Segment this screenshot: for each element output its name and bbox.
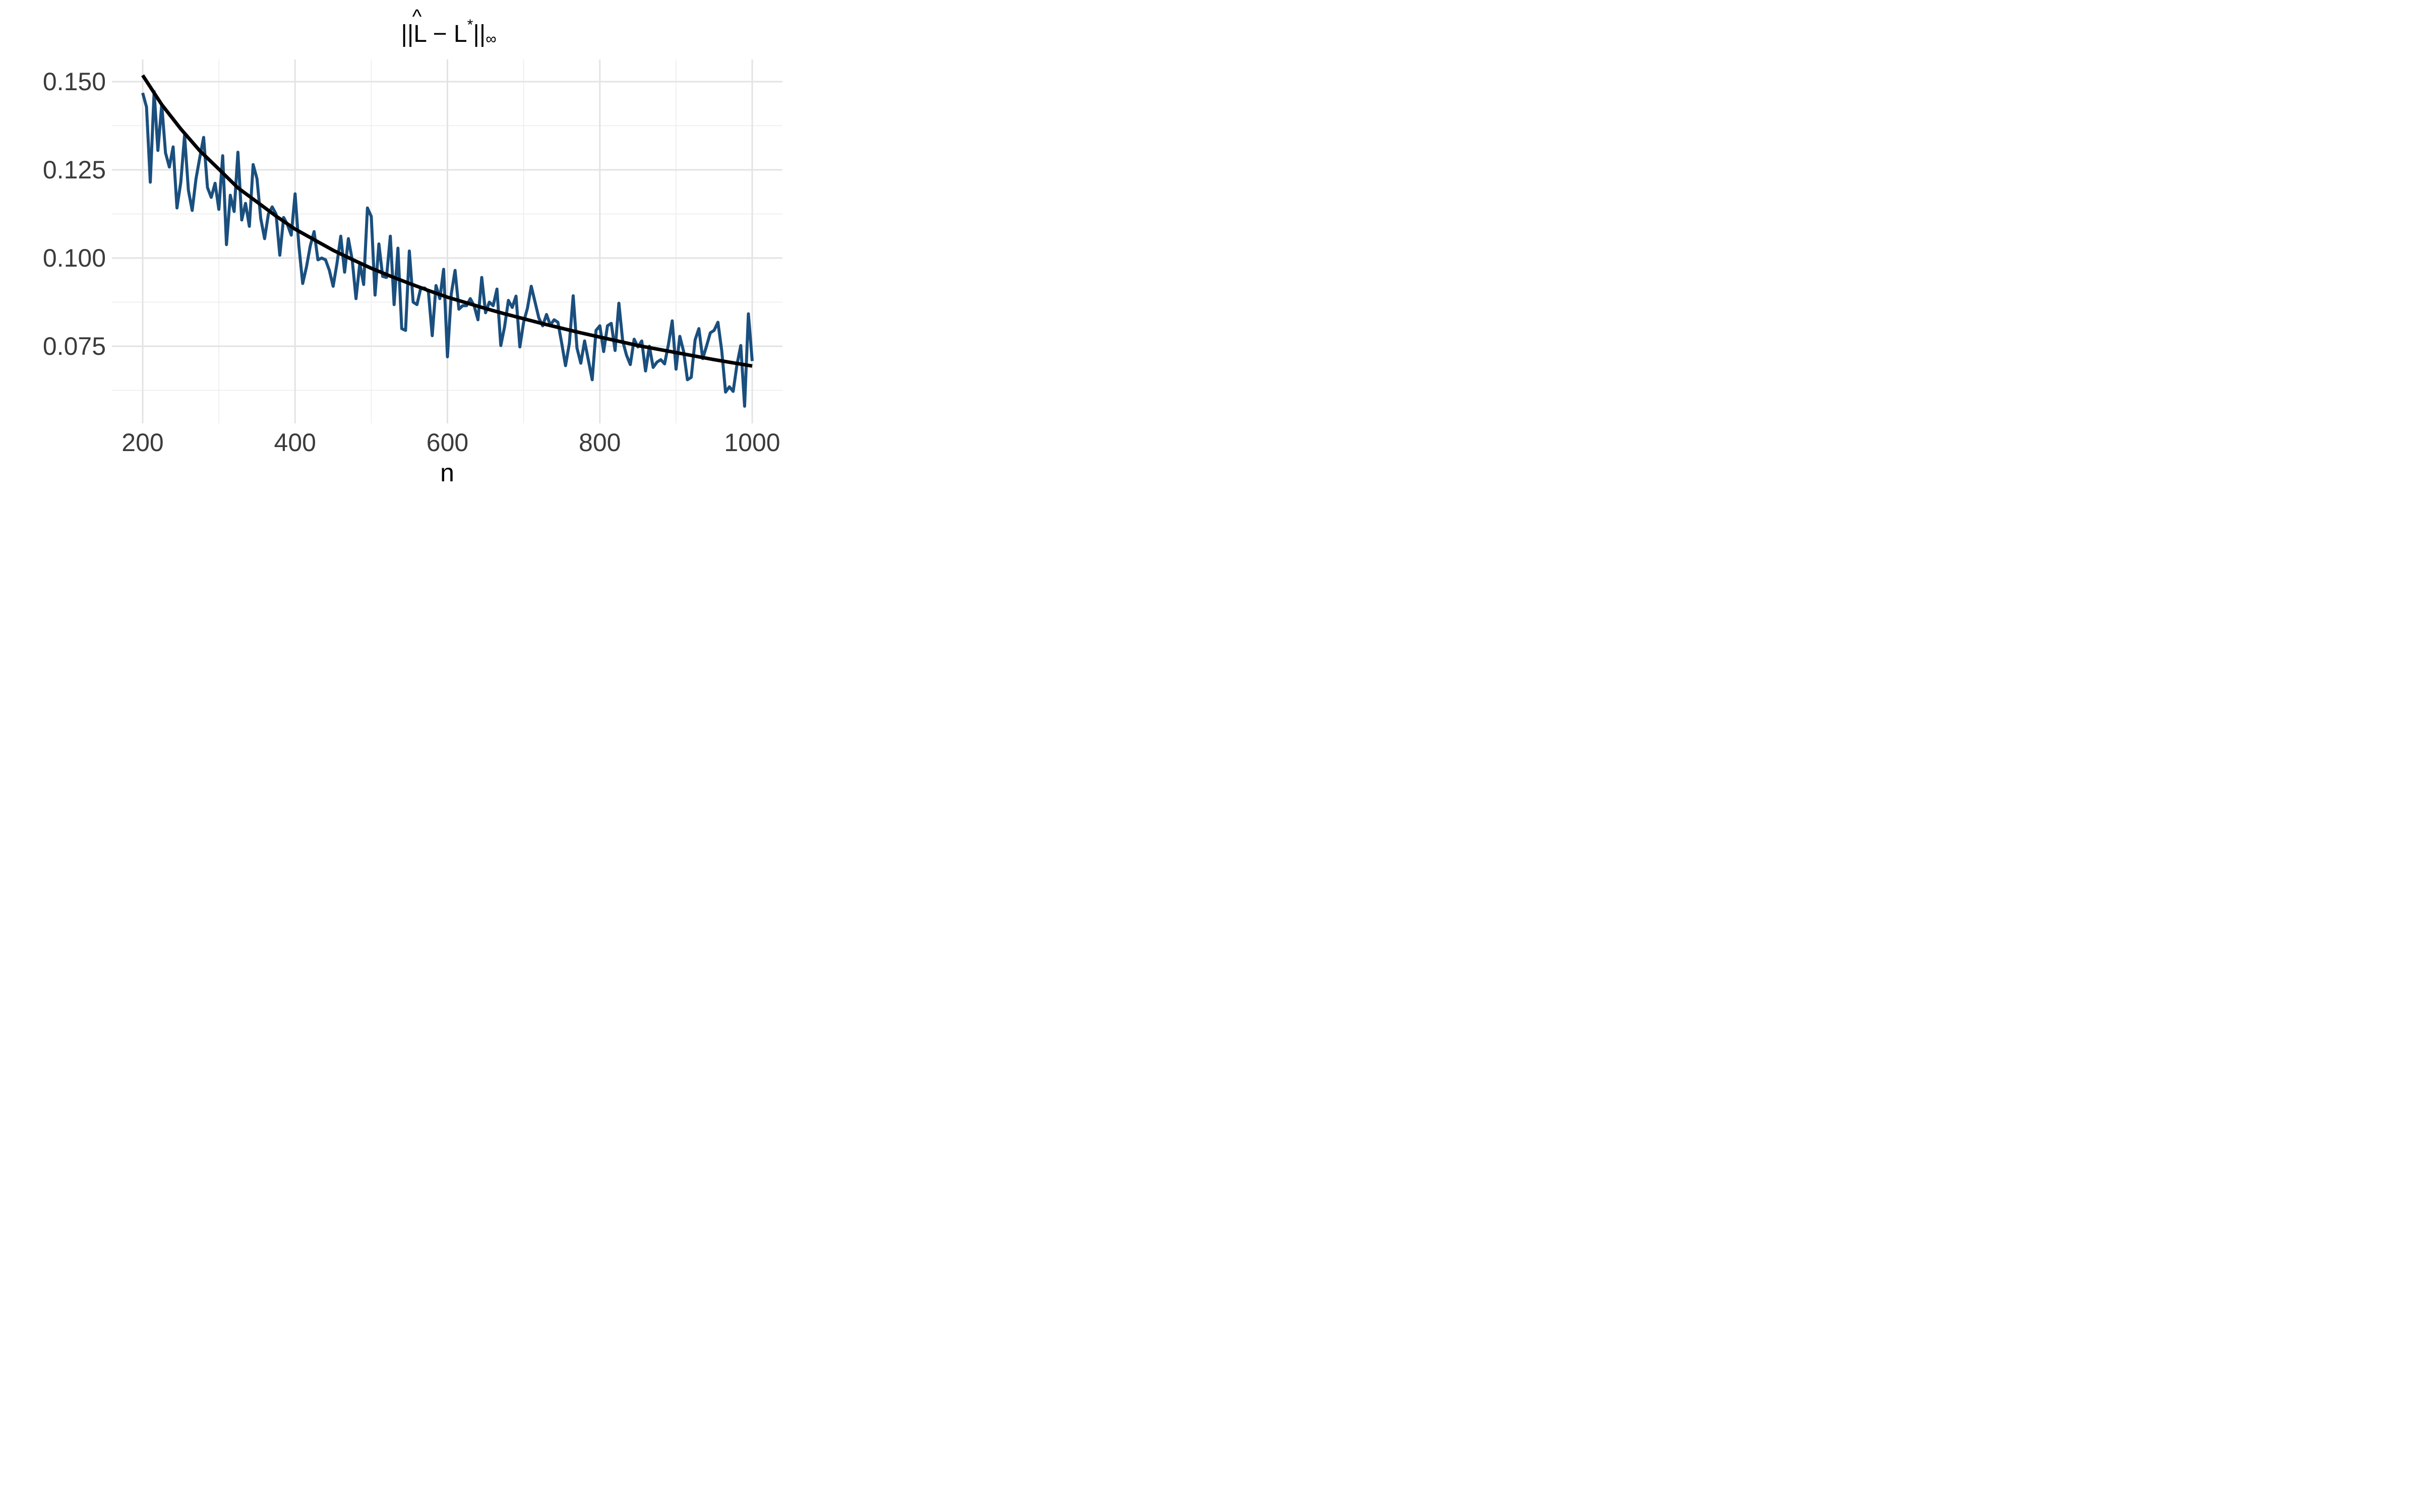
x-tick-label: 800 <box>579 428 621 457</box>
y-tick-label: 0.100 <box>43 244 106 272</box>
title-L-hat: L <box>413 21 427 47</box>
x-tick-label: 200 <box>122 428 163 457</box>
y-tick-label: 0.150 <box>43 68 106 96</box>
observed-error-line <box>141 90 754 408</box>
x-tick-label: 400 <box>274 428 316 457</box>
title-norm-left: || <box>401 21 413 47</box>
x-tick-label: 1000 <box>724 428 780 457</box>
title-hat: ^ <box>412 6 422 28</box>
series-layer <box>141 74 754 408</box>
chart-title: ||L − L*||∞ <box>401 17 496 47</box>
title-star: * <box>467 17 473 33</box>
tick-labels: 200 400 600 800 1000 0.075 0.100 0.125 0.150 <box>43 68 780 457</box>
title-norm-right: || <box>473 21 486 47</box>
fitted-curve-line <box>141 74 753 368</box>
title-minus: − <box>426 21 454 47</box>
x-axis-title: n <box>440 459 454 487</box>
x-tick-label: 600 <box>427 428 468 457</box>
y-tick-label: 0.125 <box>43 156 106 184</box>
grid-major <box>112 59 782 423</box>
title-L-star: L <box>454 21 467 47</box>
y-tick-label: 0.075 <box>43 332 106 360</box>
title-subscript: ∞ <box>486 31 496 47</box>
